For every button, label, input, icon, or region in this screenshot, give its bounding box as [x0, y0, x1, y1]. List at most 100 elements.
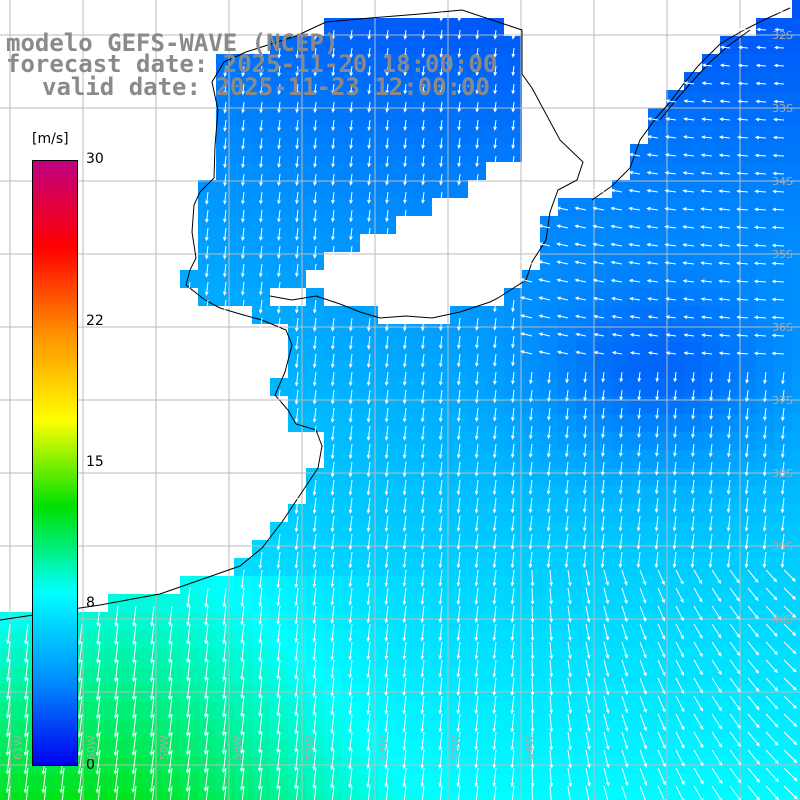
wind-speed-cell: [684, 288, 702, 306]
wind-speed-cell: [234, 270, 252, 288]
wind-arrow: [747, 785, 760, 800]
wind-arrow: [113, 659, 119, 683]
wind-speed-cell: [702, 594, 720, 612]
wind-speed-cell: [306, 72, 324, 90]
wind-speed-cell: [180, 774, 198, 792]
wind-arrow: [223, 83, 227, 96]
wind-speed-cell: [648, 414, 666, 432]
wind-arrow: [538, 224, 551, 229]
wind-arrow: [492, 461, 497, 477]
wind-arrow: [683, 99, 695, 103]
wind-arrow: [258, 299, 263, 314]
wind-arrow: [367, 191, 371, 205]
wind-arrow: [762, 497, 767, 514]
wind-arrow: [384, 515, 389, 533]
wind-speed-cell: [378, 720, 396, 738]
wind-speed-cell: [792, 378, 800, 396]
wind-speed-cell: [90, 774, 108, 792]
wind-arrow: [294, 353, 299, 369]
wind-arrow: [736, 135, 749, 140]
wind-speed-cell: [540, 684, 558, 702]
wind-arrow: [773, 117, 785, 122]
wind-speed-cell: [378, 54, 396, 72]
wind-arrow: [348, 641, 353, 661]
wind-arrow: [672, 479, 677, 495]
wind-speed-cell: [558, 504, 576, 522]
wind-speed-cell: [594, 576, 612, 594]
wind-arrow: [276, 605, 281, 626]
wind-speed-cell: [684, 630, 702, 648]
wind-speed-cell: [558, 666, 576, 684]
wind-speed-cell: [612, 594, 630, 612]
wind-arrow: [646, 135, 659, 139]
wind-speed-cell: [234, 234, 252, 252]
wind-speed-cell: [306, 738, 324, 756]
wind-arrow: [456, 659, 461, 678]
wind-arrow: [682, 135, 695, 139]
wind-arrow: [205, 245, 209, 260]
wind-arrow: [619, 389, 624, 401]
wind-speed-cell: [522, 270, 540, 288]
wind-arrow: [765, 623, 778, 637]
wind-speed-cell: [576, 216, 594, 234]
wind-speed-cell: [792, 18, 800, 36]
wind-arrow: [582, 533, 587, 550]
wind-arrow: [693, 713, 704, 731]
wind-arrow: [456, 479, 461, 496]
wind-arrow: [277, 119, 281, 132]
longitude-label: 57W: [304, 735, 317, 760]
wind-arrow: [618, 461, 623, 476]
wind-speed-cell: [558, 378, 576, 396]
wind-arrow: [564, 497, 569, 514]
wind-speed-cell: [270, 162, 288, 180]
wind-arrow: [330, 569, 335, 588]
wind-arrow: [711, 677, 722, 694]
wind-arrow: [771, 315, 785, 320]
wind-speed-cell: [576, 198, 594, 216]
wind-arrow: [294, 569, 299, 589]
wind-speed-cell: [684, 486, 702, 504]
wind-arrow: [349, 101, 353, 113]
wind-speed-cell: [414, 414, 432, 432]
wind-arrow: [457, 83, 462, 95]
wind-speed-cell: [792, 468, 800, 486]
wind-speed-cell: [684, 738, 702, 756]
wind-arrow: [675, 677, 685, 695]
wind-speed-cell: [612, 522, 630, 540]
wind-arrow: [456, 533, 461, 551]
wind-arrow: [312, 335, 317, 351]
wind-speed-cell: [414, 90, 432, 108]
wind-arrow: [690, 551, 695, 569]
wind-speed-cell: [270, 666, 288, 684]
wind-speed-cell: [306, 720, 324, 738]
wind-arrow: [711, 623, 722, 639]
wind-arrow: [493, 83, 498, 95]
wind-speed-cell: [486, 540, 504, 558]
wind-arrow: [719, 99, 731, 104]
wind-speed-cell: [468, 90, 486, 108]
wind-arrow: [295, 785, 299, 800]
wind-arrow: [348, 515, 353, 533]
wind-speed-cell: [756, 288, 774, 306]
wind-speed-cell: [234, 666, 252, 684]
wind-arrow: [492, 587, 497, 605]
wind-speed-cell: [684, 324, 702, 342]
wind-speed-cell: [414, 144, 432, 162]
wind-arrow: [700, 135, 713, 140]
wind-arrow: [745, 425, 749, 440]
wind-arrow: [456, 695, 461, 715]
wind-speed-cell: [522, 630, 540, 648]
wind-arrow: [222, 641, 227, 663]
wind-arrow: [774, 9, 785, 14]
wind-arrow: [367, 209, 371, 223]
wind-speed-cell: [396, 504, 414, 522]
wind-arrow: [349, 227, 353, 241]
wind-speed-cell: [252, 108, 270, 126]
wind-speed-cell: [648, 288, 666, 306]
wind-arrow: [149, 731, 155, 756]
wind-speed-cell: [576, 594, 594, 612]
coastline-north: [591, 7, 791, 201]
wind-arrow: [600, 497, 605, 514]
wind-arrow: [673, 371, 678, 383]
wind-speed-cell: [468, 774, 486, 792]
